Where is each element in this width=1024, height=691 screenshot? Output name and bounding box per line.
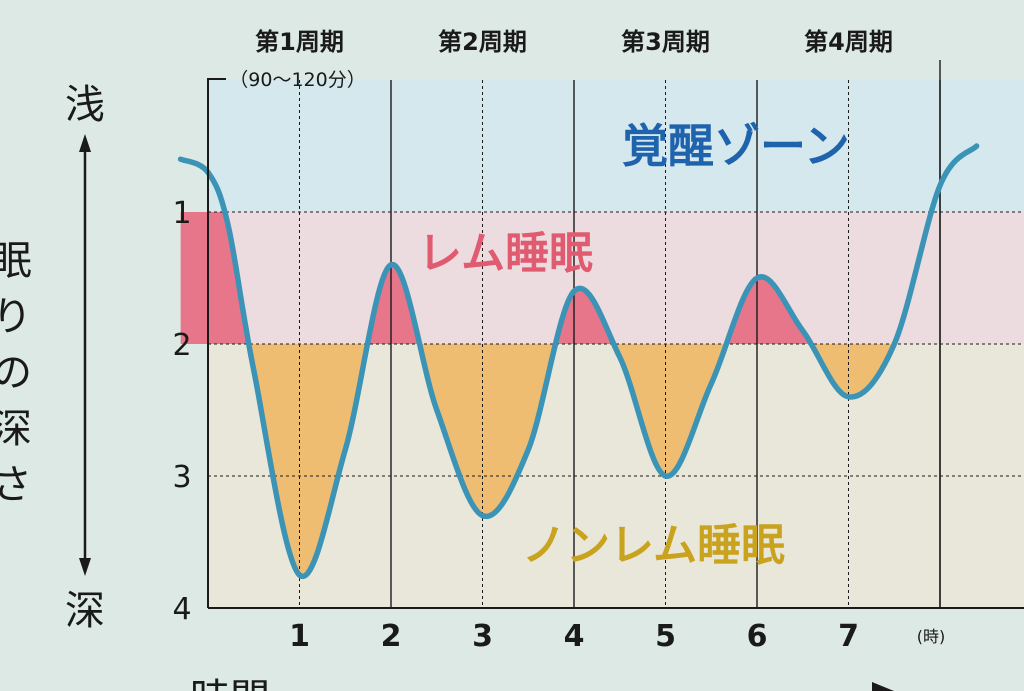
x-tick-label: 1 [289, 619, 310, 654]
cycle-label-3: 第3周期 [621, 28, 710, 56]
zone-band-2 [208, 212, 1024, 344]
x-tick-label: 5 [655, 619, 676, 654]
sleep-depth-line [177, 143, 980, 580]
zone-label-3: ノンレム睡眠 [522, 520, 785, 571]
y-axis-title-char: り [0, 294, 32, 340]
depth-arrow-up-head [79, 134, 91, 152]
y-tick-label: 4 [172, 592, 191, 627]
x-unit-label: (時) [917, 627, 946, 646]
cycle-label-4: 第4周期 [804, 28, 893, 56]
y-axis-title-char: の [0, 350, 32, 396]
text-labels: 第1周期 （90〜120分） 第2周期 第3周期 第4周期 1 2 3 4 1 2 3 4 5 6 7 (時) 浅… [0, 28, 945, 691]
cycle-duration-note: （90〜120分） [229, 69, 365, 91]
x-tick-label: 6 [747, 619, 768, 654]
y-tick-label: 2 [172, 328, 191, 363]
x-tick-label: 2 [381, 619, 402, 654]
zone-band-1 [208, 80, 1024, 212]
x-tick-label: 4 [564, 619, 585, 654]
nrem-fill-area [248, 344, 895, 577]
zone-label-1: 覚醒ゾーン [622, 119, 850, 173]
y-bottom-label: 深 [65, 588, 105, 634]
cycle-label-1: 第1周期 [255, 28, 344, 56]
x-axis-title: 時間 [190, 676, 270, 691]
y-top-label: 浅 [65, 82, 105, 128]
depth-arrow-down-head [79, 558, 91, 576]
x-tick-label: 7 [838, 619, 859, 654]
gridlines [208, 60, 1024, 608]
y-axis-title-char: さ [0, 462, 32, 508]
x-tick-label: 3 [472, 619, 493, 654]
y-tick-label: 3 [172, 460, 191, 495]
y-axis-title-char: 眠 [0, 238, 32, 284]
time-arrow-head [872, 682, 894, 691]
cycle-label-2: 第2周期 [438, 28, 527, 56]
y-axis-title-char: 深 [0, 406, 32, 452]
axes [79, 78, 1024, 691]
y-tick-label: 1 [172, 196, 191, 231]
zone-label-2: レム睡眠 [418, 228, 593, 279]
sleep-curve [177, 143, 980, 580]
